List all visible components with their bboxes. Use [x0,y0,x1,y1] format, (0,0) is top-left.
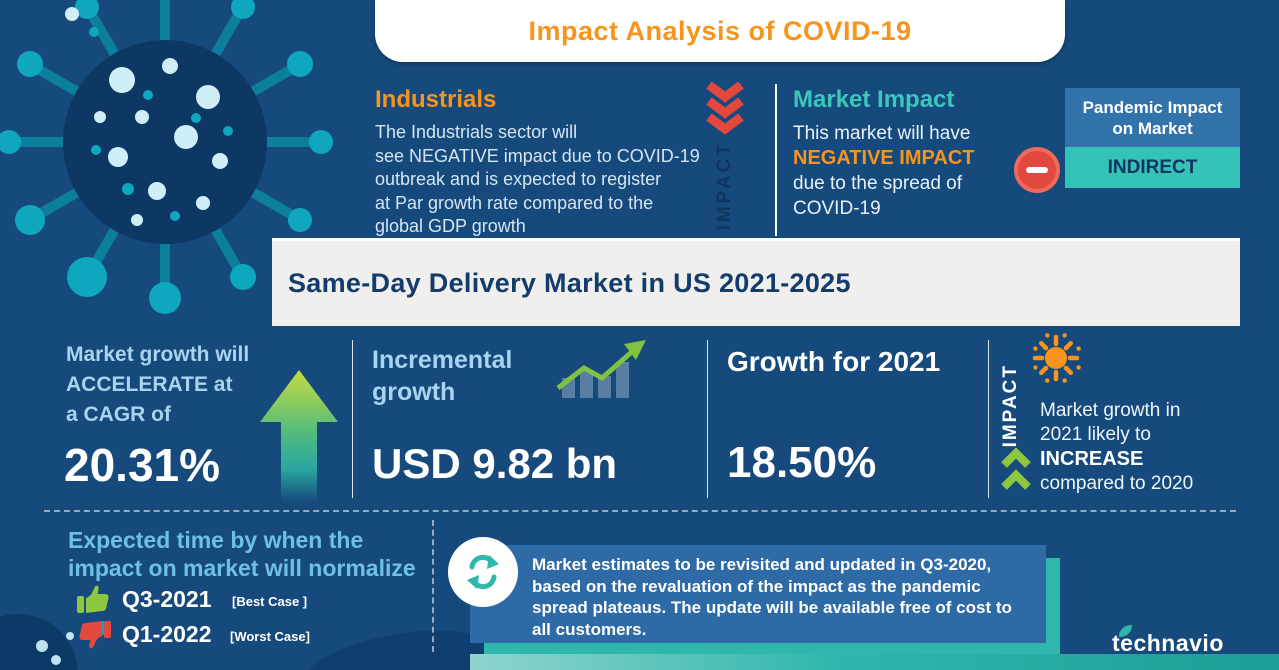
thumbs-down-icon [79,621,111,649]
normalize-heading: Expected time by when the impact on mark… [68,527,416,581]
minus-icon [1014,147,1060,193]
divider [352,340,353,498]
coronavirus-icon [0,0,333,314]
market-impact-line1: This market will have [793,123,971,144]
pandemic-impact-label-line1: Pandemic Impact [1082,97,1223,117]
pandemic-impact-label: Pandemic Impact on Market [1065,88,1240,147]
impact-vertical-label-top: IMPACT [714,141,735,231]
bottom-teal-bar [470,654,1279,670]
update-note-text: Market estimates to be revisited and upd… [532,555,1012,639]
leaf-icon [1119,625,1132,637]
impact-vertical-label-bottom: IMPACT [1000,364,1021,448]
industrials-body-line: outbreak and is expected to register [375,169,662,189]
impact-note-line: 2021 likely to [1040,424,1151,445]
impact-note-line: Market growth in [1040,400,1181,421]
banner-title: Impact Analysis of COVID-19 [528,15,912,46]
line-chart-icon [556,340,646,398]
technavio-logo: technavio [1112,625,1224,657]
best-case-label: [Best Case ] [232,594,308,609]
growth-arrow-up-icon [260,370,338,502]
dashed-divider-vertical [432,520,434,652]
industrials-body-line: see NEGATIVE impact due to COVID-19 [375,145,700,166]
best-case-value: Q3-2021 [122,586,212,612]
market-impact-line3: COVID-19 [793,198,881,219]
market-impact-heading: Market Impact [793,86,955,113]
market-impact-line2: due to the spread of [793,173,963,194]
industrials-body-line: global GDP growth [375,216,526,236]
pandemic-impact-value: INDIRECT [1065,147,1240,188]
industrials-body-line: The Industrials sector will [375,122,578,142]
pandemic-impact-label-line2: on Market [1112,118,1193,138]
top-banner: Impact Analysis of COVID-19 [375,0,1065,62]
divider [988,340,989,498]
growth-2021-heading: Growth for 2021 [727,346,941,377]
increase-chevrons-up-icon [1001,447,1031,490]
growth-2021-value: 18.50% [727,438,877,487]
impact-note-tail: compared to 2020 [1040,473,1194,494]
incremental-growth-value: USD 9.82 bn [372,440,618,487]
worst-case-label: [Worst Case] [230,629,310,644]
thumbs-up-icon [77,585,109,613]
logo-text: technavio [1112,630,1224,656]
industrials-body: The Industrials sector will see NEGATIVE… [375,121,715,239]
market-title: Same-Day Delivery Market in US 2021-2025 [288,268,851,298]
market-title-band: Same-Day Delivery Market in US 2021-2025 [272,238,1240,326]
industrials-body-line: at Par growth rate compared to the [375,192,654,213]
industrials-heading: Industrials [375,86,497,113]
refresh-circle [448,537,518,607]
minus-bar [1026,167,1048,173]
market-impact-highlight: NEGATIVE IMPACT [793,147,975,169]
dashed-divider [44,510,1236,512]
divider [707,340,708,498]
cagr-text: Market growth will ACCELERATE at a CAGR … [66,343,250,426]
cagr-value: 20.31% [64,439,221,491]
update-note-box: Market estimates to be revisited and upd… [470,545,1046,643]
virus-sun-icon [1032,333,1081,383]
worst-case-value: Q1-2022 [122,621,212,647]
incremental-growth-heading: Incremental growth [372,346,513,406]
impact-chevrons-down-icon [706,82,744,134]
impact-note-highlight: INCREASE [1040,448,1144,470]
divider [775,84,777,236]
refresh-icon [467,554,499,590]
